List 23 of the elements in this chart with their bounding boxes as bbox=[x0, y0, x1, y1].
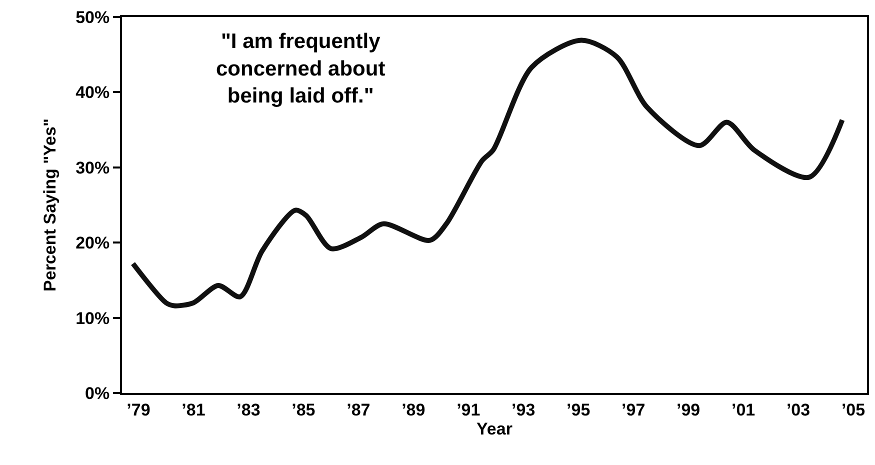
y-tick-label: 30% bbox=[76, 158, 110, 178]
y-axis-title: Percent Saying "Yes" bbox=[40, 118, 60, 292]
x-tick-label: ’99 bbox=[676, 400, 700, 420]
x-tick-label: ’95 bbox=[566, 400, 590, 420]
x-tick-label: ’83 bbox=[236, 400, 260, 420]
x-tick-label: ’03 bbox=[786, 400, 810, 420]
x-tick-label: ’91 bbox=[456, 400, 480, 420]
y-tick-label: 0% bbox=[85, 384, 110, 403]
x-tick-label: ’81 bbox=[182, 400, 206, 420]
x-tick-label: ’85 bbox=[292, 400, 316, 420]
x-tick-label: ’93 bbox=[512, 400, 536, 420]
y-tick-label: 40% bbox=[76, 83, 110, 102]
x-tick-label: ’97 bbox=[622, 400, 646, 420]
x-tick-label: ’89 bbox=[402, 400, 426, 420]
annotation: "I am frequently concerned about being laid off." bbox=[216, 30, 386, 108]
x-tick-label: ’79 bbox=[126, 400, 150, 420]
x-tick-label: ’87 bbox=[346, 400, 370, 420]
y-tick-label: 10% bbox=[76, 308, 110, 328]
x-tick-label: ’01 bbox=[731, 400, 756, 420]
y-tick-label: 50% bbox=[76, 8, 110, 27]
x-tick-label: ’05 bbox=[841, 400, 866, 420]
x-axis-title: Year bbox=[476, 419, 513, 438]
y-tick-label: 20% bbox=[76, 234, 110, 253]
